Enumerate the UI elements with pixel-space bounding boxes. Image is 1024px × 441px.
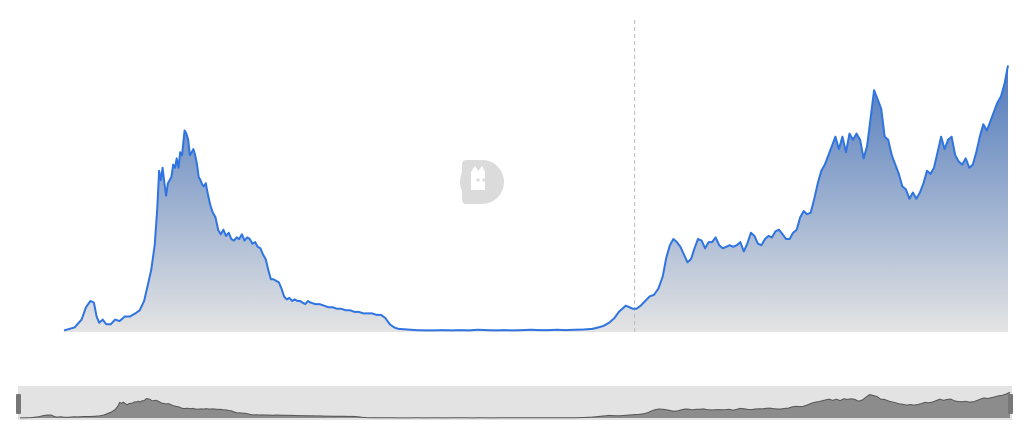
watermark-logo	[460, 160, 504, 204]
navigator-series-line	[19, 391, 1011, 419]
series-area	[64, 65, 1008, 333]
series-line	[63, 65, 1009, 332]
navigator-right-handle[interactable]	[1008, 394, 1013, 414]
navigator-series-area	[20, 392, 1010, 418]
range-navigator[interactable]	[16, 386, 1013, 420]
navigator-left-handle[interactable]	[16, 394, 21, 414]
